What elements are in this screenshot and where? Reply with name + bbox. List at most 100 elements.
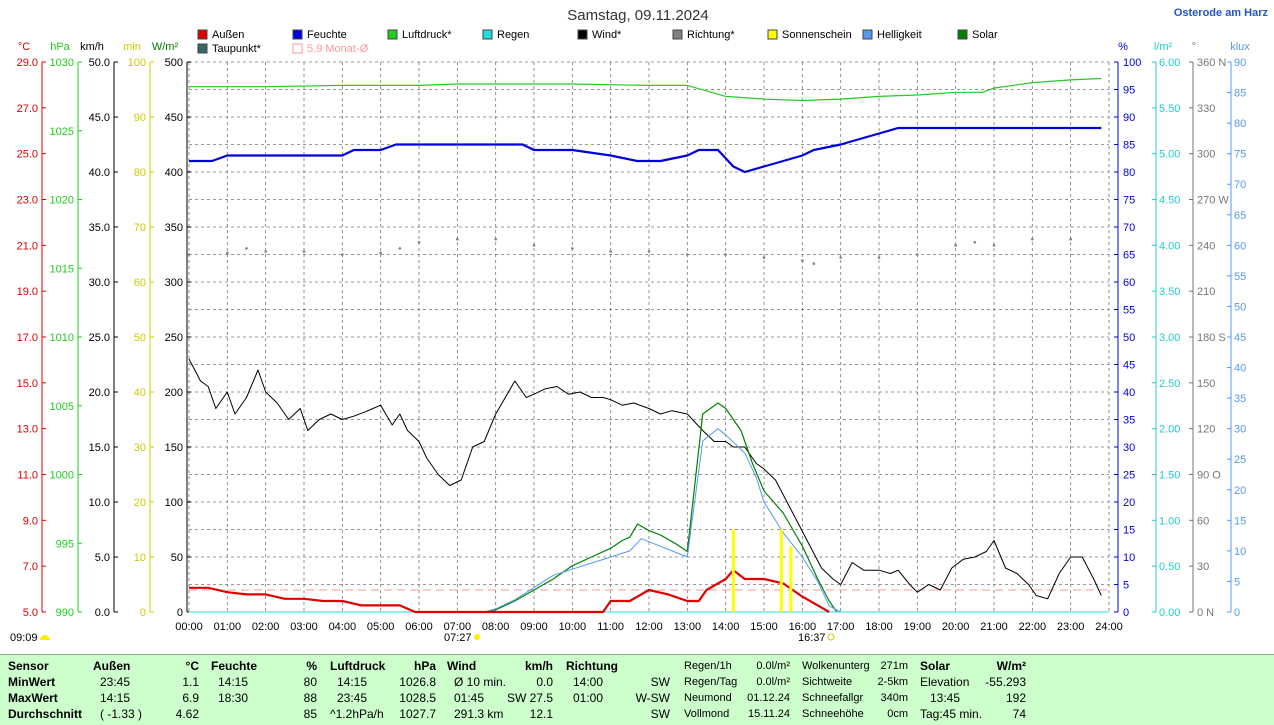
stats-richtung-max-time: 01:00 — [573, 691, 604, 705]
wm2-axis-label: 500 — [165, 57, 183, 69]
x-axis-label: 21:00 — [980, 621, 1008, 633]
stats-panel: Sensor MinWert MaxWert Durchschnitt Auße… — [0, 654, 1274, 725]
legend-label: Helligkeit — [877, 29, 922, 41]
deg-axis-label: 180 S — [1197, 332, 1226, 344]
sonnenschein-bar — [779, 529, 783, 612]
hpa-axis-label: 1015 — [50, 263, 74, 275]
x-axis-label: 24:00 — [1095, 621, 1123, 633]
chart-legend: Außen Feuchte Luftdruck* Regen Wind* Richtung… — [197, 29, 998, 55]
stats-luftdruck-max: 1028.5 — [399, 691, 436, 705]
temp-axis-label: 13.0 — [17, 424, 38, 436]
klux-axis-label: 80 — [1234, 118, 1246, 130]
temp-axis-label: 23.0 — [17, 195, 38, 207]
x-axis-label: 13:00 — [674, 621, 702, 633]
klux-axis-label: 0 — [1234, 607, 1240, 619]
temp-axis-label: 7.0 — [23, 561, 38, 573]
wm2-axis-label: 450 — [165, 112, 183, 124]
kmh-axis-label: 5.0 — [95, 552, 110, 564]
kmh-axis-label: 35.0 — [89, 222, 110, 234]
deg-axis-label: 270 W — [1197, 195, 1229, 207]
legend-swatch — [957, 29, 968, 40]
series-richtung-point — [245, 247, 248, 250]
chart-title: Samstag, 09.11.2024 — [567, 7, 709, 24]
axis-unit-right: ° — [1192, 41, 1196, 53]
legend-label: Außen — [212, 29, 244, 41]
temp-axis-label: 11.0 — [17, 470, 38, 482]
series-richtung-point — [686, 253, 689, 256]
stats-wind-unit: km/h — [524, 659, 553, 673]
stats-richtung-min-time: 14:00 — [573, 675, 604, 689]
stats-aussen-max-time: 14:15 — [100, 691, 131, 705]
kmh-axis-label: 40.0 — [89, 167, 110, 179]
stats-wolken-value: 271m — [880, 660, 908, 672]
temp-axis-label: 25.0 — [17, 149, 38, 161]
pct-axis-label: 100 — [1123, 57, 1141, 69]
x-axis-label: 14:00 — [712, 621, 740, 633]
pct-axis-label: 80 — [1123, 167, 1135, 179]
stats-feuchte-max-time: 18:30 — [218, 691, 249, 705]
deg-axis-label: 150 — [1197, 378, 1215, 390]
hpa-axis-label: 1025 — [50, 126, 74, 138]
hpa-axis-label: 995 — [56, 538, 74, 550]
series-richtung-point — [1069, 237, 1072, 241]
kmh-axis-label: 45.0 — [89, 112, 110, 124]
stats-aussen-unit: °C — [185, 659, 199, 673]
wm2-axis-label: 250 — [165, 332, 183, 344]
series-richtung-point — [724, 253, 727, 256]
stats-solar-unit: W/m² — [996, 659, 1026, 673]
location-label: Osterode am Harz — [1174, 7, 1269, 19]
stats-richtung-min: SW — [650, 675, 670, 689]
wm2-axis-label: 350 — [165, 222, 183, 234]
temp-axis-label: 21.0 — [17, 240, 38, 252]
stats-feuchte-unit: % — [306, 659, 317, 673]
legend-swatch — [577, 29, 588, 40]
axis-unit-right: klux — [1230, 41, 1250, 53]
pct-axis-label: 15 — [1123, 525, 1135, 537]
legend-label: Taupunkt* — [212, 43, 262, 55]
pct-axis-label: 40 — [1123, 387, 1135, 399]
pct-axis-label: 45 — [1123, 360, 1135, 372]
axis-unit-left: km/h — [80, 41, 104, 53]
wm2-axis-label: 50 — [171, 552, 183, 564]
stats-luftdruck-unit: hPa — [413, 659, 436, 673]
chart-axes: 29.0 27.0 25.0 23.0 21.0 19.0 17.0 15.0 13.0 11.0… — [17, 57, 1247, 633]
series-richtung-point — [916, 253, 919, 256]
klux-axis-label: 60 — [1234, 240, 1246, 252]
stats-solar-label: 13:45 — [930, 691, 961, 705]
series-richtung-point — [264, 250, 267, 253]
lm2-axis-label: 6.00 — [1159, 57, 1180, 69]
lm2-axis-label: 3.00 — [1159, 332, 1180, 344]
legend-swatch — [862, 29, 873, 40]
pct-axis-label: 20 — [1123, 497, 1135, 509]
x-axis-label: 08:00 — [482, 621, 510, 633]
chart-markers: 07:27 16:37 09:09 — [10, 632, 835, 644]
series-richtung-point — [839, 256, 842, 259]
series-luftdruck-line — [189, 77, 1102, 102]
series-richtung-point — [801, 259, 804, 262]
series-richtung-point — [456, 237, 459, 241]
stats-richtung-header: Richtung — [566, 659, 618, 673]
legend-label: Sonnenschein — [782, 29, 852, 41]
x-axis-label: 11:00 — [597, 621, 624, 633]
stats-wind-distance: 291.3 km — [454, 707, 504, 721]
weather-chart: Samstag, 09.11.2024 Osterode am Harz Auß… — [10, 7, 1269, 644]
stats-wind-header: Wind — [447, 659, 477, 673]
x-axis-label: 16:00 — [789, 621, 817, 633]
pct-axis-label: 75 — [1123, 195, 1135, 207]
deg-axis-label: 240 — [1197, 240, 1215, 252]
hpa-axis-label: 1000 — [50, 470, 74, 482]
stats-row-label: MinWert — [8, 675, 56, 689]
series-richtung-point — [973, 240, 977, 244]
temp-axis-label: 15.0 — [17, 378, 38, 390]
stats-luftdruck-max-time: 23:45 — [337, 691, 368, 705]
min-axis-label: 40 — [134, 387, 146, 399]
lm2-axis-label: 5.50 — [1159, 103, 1180, 115]
lm2-axis-label: 0.00 — [1159, 607, 1180, 619]
wm2-axis-label: 0 — [177, 607, 183, 619]
x-axis-label: 15:00 — [750, 621, 778, 633]
min-axis-label: 20 — [134, 497, 146, 509]
stats-regen-label: Regen/Tag — [684, 676, 738, 688]
min-axis-label: 30 — [134, 442, 146, 454]
stats-wind-avg: 12.1 — [529, 707, 553, 721]
axis-unit-left: °C — [18, 41, 30, 53]
